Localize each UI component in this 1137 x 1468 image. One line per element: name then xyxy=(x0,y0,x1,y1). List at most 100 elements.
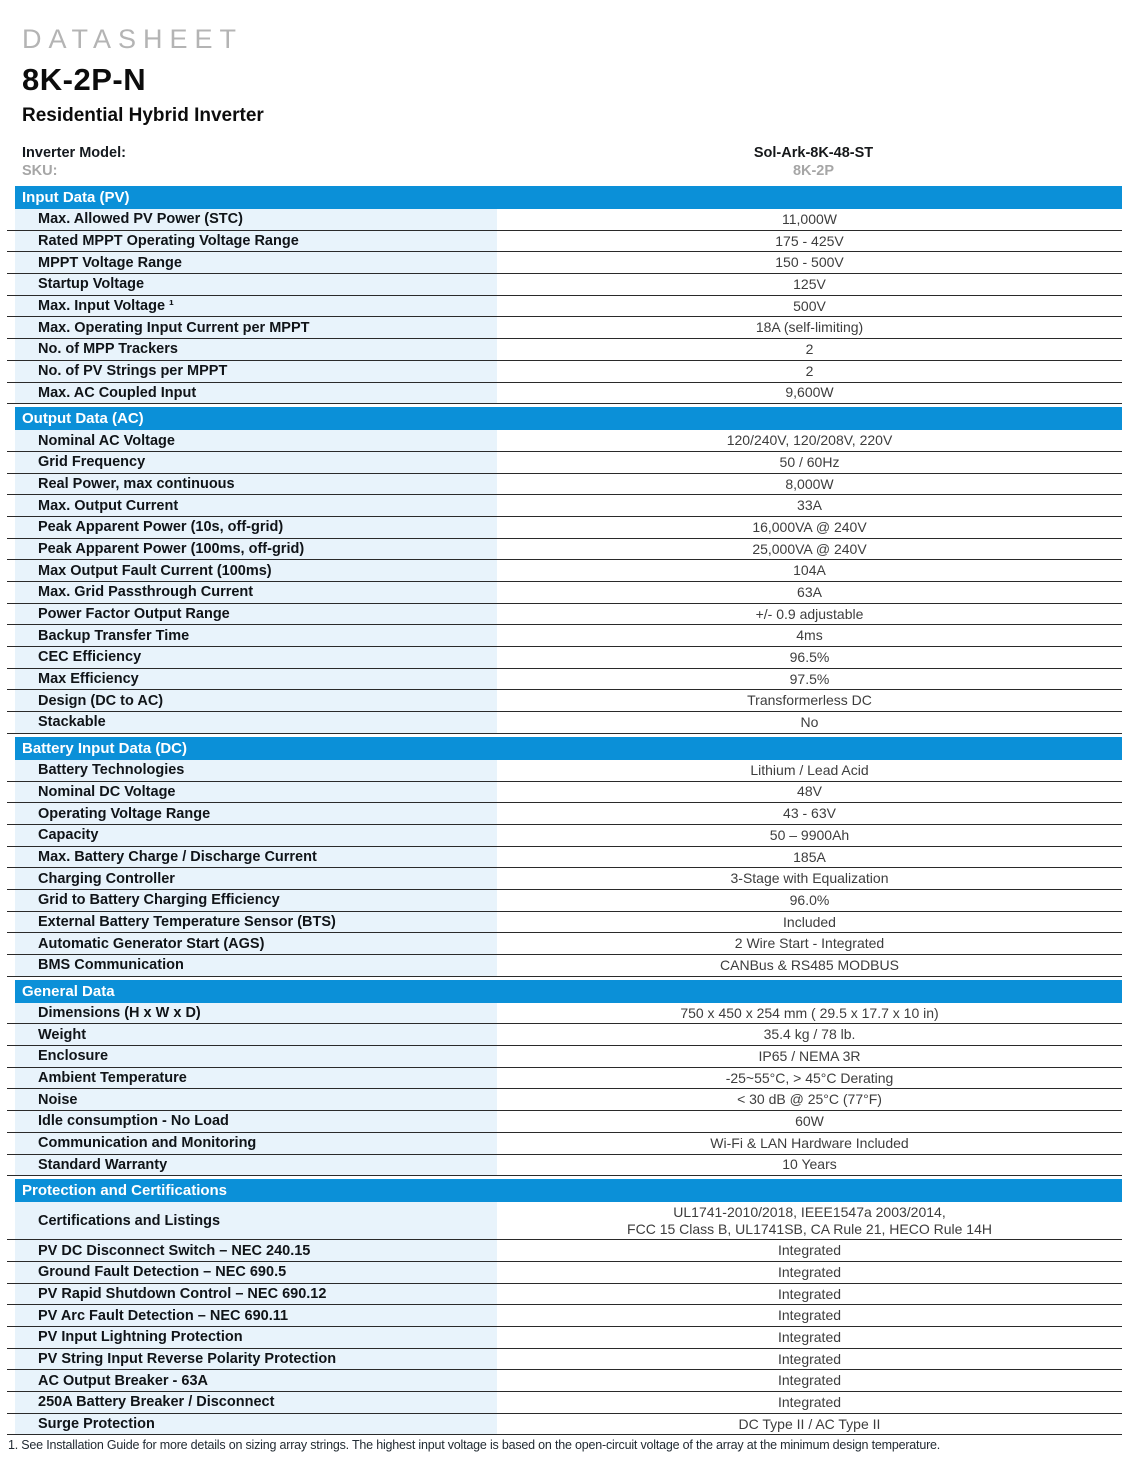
spec-row: Backup Transfer Time 4ms xyxy=(7,625,1122,648)
spec-value: 18A (self-limiting) xyxy=(755,319,864,336)
spec-row: Nominal AC Voltage 120/240V, 120/208V, 22… xyxy=(7,430,1122,452)
spec-label: Dimensions (H x W x D) xyxy=(15,1002,497,1024)
spec-label: Enclosure xyxy=(15,1046,497,1067)
spec-row: Max. Output Current 33A xyxy=(7,495,1122,517)
spec-row: Peak Apparent Power (100ms, off-grid) 25,… xyxy=(7,538,1122,561)
spec-label: Battery Technologies xyxy=(15,759,497,781)
spec-row: Automatic Generator Start (AGS) 2 Wire St… xyxy=(7,933,1122,955)
spec-label: Surge Protection xyxy=(15,1413,497,1435)
spec-label: Power Factor Output Range xyxy=(15,603,497,625)
spec-value: 33A xyxy=(797,497,822,514)
spec-value: 2 xyxy=(805,341,814,358)
spec-value: 150 - 500V xyxy=(775,254,844,271)
spec-row: Noise < 30 dB @ 25°C (77°F) xyxy=(7,1089,1122,1112)
spec-value: 120/240V, 120/208V, 220V xyxy=(726,432,893,449)
spec-row: Power Factor Output Range +/- 0.9 adjusta… xyxy=(7,603,1122,626)
spec-value: 25,000VA @ 240V xyxy=(752,540,867,557)
spec-label: Charging Controller xyxy=(15,868,497,889)
spec-label: Ambient Temperature xyxy=(15,1067,497,1089)
spec-value: 11,000W xyxy=(782,210,837,227)
spec-row: Max. Grid Passthrough Current 63A xyxy=(7,582,1122,604)
spec-row: Max. Operating Input Current per MPPT 18A… xyxy=(7,317,1122,340)
spec-label: PV String Input Reverse Polarity Protect… xyxy=(15,1348,497,1370)
spec-label: Max. Allowed PV Power (STC) xyxy=(15,209,497,230)
spec-row: Standard Warranty 10 Years xyxy=(7,1154,1122,1177)
spec-row: Operating Voltage Range 43 - 63V xyxy=(7,803,1122,825)
spec-value: 60W xyxy=(795,1113,824,1130)
spec-row: Max. Input Voltage ¹ 500V xyxy=(7,295,1122,318)
section-header: General Data xyxy=(15,979,1122,1003)
spec-value: IP65 / NEMA 3R xyxy=(758,1048,861,1064)
spec-row: Startup Voltage 125V xyxy=(7,274,1122,296)
spec-value: 96.5% xyxy=(789,649,830,665)
spec-value: 2 xyxy=(805,362,814,379)
spec-row: Communication and Monitoring Wi-Fi & LAN … xyxy=(7,1132,1122,1155)
spec-value: UL1741-2010/2018, IEEE1547a 2003/2014, F… xyxy=(627,1203,992,1237)
spec-row: Grid to Battery Charging Efficiency 96.0% xyxy=(7,889,1122,912)
spec-value: 750 x 450 x 254 mm ( 29.5 x 17.7 x 10 in… xyxy=(680,1004,939,1021)
spec-label: AC Output Breaker - 63A xyxy=(15,1370,497,1391)
spec-row: Weight 35.4 kg / 78 lb. xyxy=(7,1024,1122,1047)
spec-label: CEC Efficiency xyxy=(15,647,497,668)
spec-value: 97.5% xyxy=(789,670,830,687)
spec-label: PV Input Lightning Protection xyxy=(15,1326,497,1348)
spec-row: Stackable No xyxy=(7,712,1122,734)
spec-value: 50 – 9900Ah xyxy=(769,826,850,843)
spec-row: MPPT Voltage Range 150 - 500V xyxy=(7,252,1122,275)
spec-row: Max. Allowed PV Power (STC) 11,000W xyxy=(7,209,1122,231)
spec-label: Max. Input Voltage ¹ xyxy=(15,295,497,317)
spec-row: Grid Frequency 50 / 60Hz xyxy=(7,451,1122,474)
spec-row: Charging Controller 3-Stage with Equaliza… xyxy=(7,868,1122,890)
model-info-block: Inverter Model: Sol-Ark-8K-48-ST SKU: 8K… xyxy=(0,144,1137,180)
spec-value: 96.0% xyxy=(789,891,830,908)
spec-row: Max. Battery Charge / Discharge Current 1… xyxy=(7,846,1122,869)
spec-label: Peak Apparent Power (10s, off-grid) xyxy=(15,516,497,538)
spec-label: Noise xyxy=(15,1089,497,1111)
sku-value: 8K-2P xyxy=(792,163,835,179)
spec-label: PV Rapid Shutdown Control – NEC 690.12 xyxy=(15,1283,497,1305)
spec-value: Integrated xyxy=(777,1263,842,1280)
spec-row: PV DC Disconnect Switch – NEC 240.15 Inte… xyxy=(7,1240,1122,1262)
spec-label: Grid to Battery Charging Efficiency xyxy=(15,889,497,911)
page-title: 8K-2P-N xyxy=(22,62,147,97)
spec-label: Max. AC Coupled Input xyxy=(15,382,497,404)
spec-row: No. of PV Strings per MPPT 2 xyxy=(7,360,1122,383)
spec-row: Dimensions (H x W x D) 750 x 450 x 254 mm… xyxy=(7,1002,1122,1025)
spec-value: 125V xyxy=(793,276,826,292)
spec-label: Rated MPPT Operating Voltage Range xyxy=(15,230,497,252)
section-header: Input Data (PV) xyxy=(15,186,1122,209)
section-header: Protection and Certifications xyxy=(15,1179,1122,1203)
spec-label: Standard Warranty xyxy=(15,1154,497,1176)
spec-row: Max Efficiency 97.5% xyxy=(7,668,1122,691)
spec-label: Max. Grid Passthrough Current xyxy=(15,582,497,603)
inverter-model-label: Inverter Model: xyxy=(22,145,126,161)
spec-label: Max. Output Current xyxy=(15,495,497,516)
spec-value: 43 - 63V xyxy=(783,805,836,822)
spec-value: 500V xyxy=(793,297,826,314)
spec-value: Integrated xyxy=(777,1372,842,1389)
spec-row: Design (DC to AC) Transformerless DC xyxy=(7,690,1122,713)
spec-row: Nominal DC Voltage 48V xyxy=(7,781,1122,804)
sku-row: SKU: 8K-2P xyxy=(0,162,1137,180)
spec-label: Nominal DC Voltage xyxy=(15,781,497,803)
footnote: 1. See Installation Guide for more detai… xyxy=(8,1438,941,1453)
inverter-model-row: Inverter Model: Sol-Ark-8K-48-ST xyxy=(0,144,1137,162)
spec-row: Capacity 50 – 9900Ah xyxy=(7,824,1122,847)
spec-row: Rated MPPT Operating Voltage Range 175 - … xyxy=(7,230,1122,253)
spec-label: Design (DC to AC) xyxy=(15,690,497,712)
spec-value: 16,000VA @ 240V xyxy=(752,518,867,535)
spec-label: No. of PV Strings per MPPT xyxy=(15,360,497,382)
spec-row: Ambient Temperature -25~55°C, > 45°C Dera… xyxy=(7,1067,1122,1090)
spec-value: 9,600W xyxy=(785,384,834,401)
spec-row: Surge Protection DC Type II / AC Type II xyxy=(7,1413,1122,1436)
spec-label: Stackable xyxy=(15,712,497,733)
spec-label: External Battery Temperature Sensor (BTS… xyxy=(15,911,497,933)
spec-label: No. of MPP Trackers xyxy=(15,339,497,360)
spec-row: PV Arc Fault Detection – NEC 690.11 Integ… xyxy=(7,1305,1122,1327)
spec-label: Ground Fault Detection – NEC 690.5 xyxy=(15,1261,497,1283)
spec-value: 48V xyxy=(797,783,822,800)
spec-label: Operating Voltage Range xyxy=(15,803,497,824)
spec-value: 3-Stage with Equalization xyxy=(730,870,889,887)
section-header: Output Data (AC) xyxy=(15,407,1122,431)
